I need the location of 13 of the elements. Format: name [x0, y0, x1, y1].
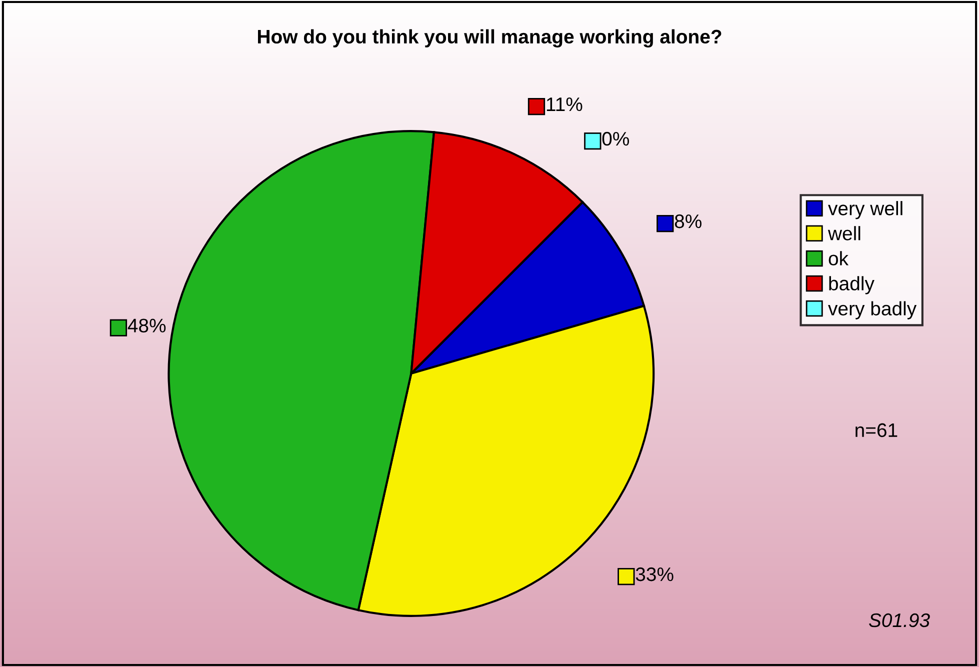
legend-label: badly [829, 276, 874, 294]
data-label: 48% [128, 318, 166, 332]
data-label: 11% [546, 97, 582, 112]
text: n=61 [856, 423, 898, 438]
legend-label: very well [828, 201, 902, 220]
legend-label: very badly [828, 301, 917, 320]
data-label: 33% [636, 567, 674, 582]
legend-label: well [828, 226, 860, 240]
chart-title: How do you think you will manage working alone? [258, 29, 722, 48]
text: 0% [602, 132, 630, 146]
text: S01.93 [868, 613, 930, 628]
data-label: 8% [674, 214, 702, 228]
legend-label: ok [828, 251, 849, 266]
